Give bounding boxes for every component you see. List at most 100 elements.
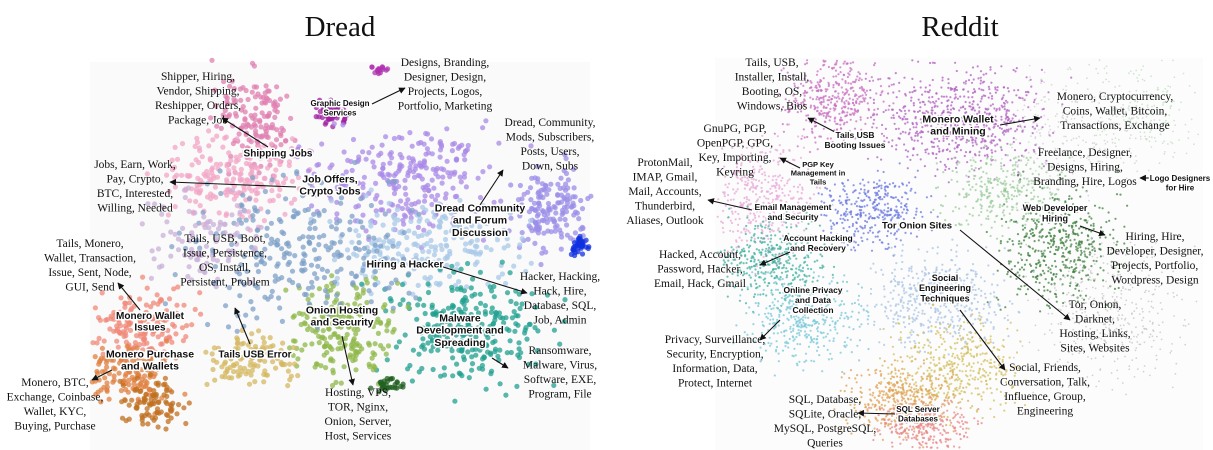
point (1055, 245, 1058, 248)
point (987, 177, 990, 180)
point (796, 145, 799, 148)
point (295, 282, 302, 289)
point (1042, 107, 1045, 110)
point (423, 130, 429, 137)
point (431, 259, 437, 265)
point (1077, 234, 1080, 237)
point (955, 86, 958, 89)
point (872, 181, 876, 184)
point (1119, 193, 1122, 196)
point (221, 361, 228, 367)
point (982, 89, 985, 92)
point (972, 177, 976, 180)
point (337, 340, 343, 346)
point (748, 199, 751, 202)
point (815, 73, 819, 76)
point (744, 230, 747, 233)
point (273, 167, 279, 173)
point (852, 191, 855, 194)
point (316, 340, 322, 346)
point (899, 215, 902, 218)
point (1032, 148, 1035, 152)
point (777, 195, 780, 199)
point (364, 280, 370, 286)
point (866, 238, 869, 241)
point (927, 100, 930, 103)
point (836, 212, 839, 215)
point (329, 273, 335, 279)
point (475, 325, 481, 331)
point (234, 203, 240, 209)
point (974, 139, 977, 142)
point (822, 127, 825, 130)
point (974, 141, 977, 144)
point (942, 137, 945, 140)
point (357, 343, 363, 349)
point (747, 229, 750, 232)
point (429, 201, 435, 208)
point (265, 209, 271, 215)
point (410, 347, 416, 353)
point (907, 109, 911, 112)
point (442, 236, 449, 243)
point (507, 270, 513, 276)
point (989, 177, 992, 180)
point (903, 109, 907, 112)
point (887, 242, 890, 246)
point (814, 124, 818, 128)
point (360, 181, 366, 187)
point (368, 223, 374, 229)
point (858, 95, 861, 98)
point (435, 192, 441, 198)
point (749, 212, 752, 215)
point (537, 192, 544, 199)
point (1090, 265, 1093, 268)
point (295, 356, 301, 362)
point (726, 186, 729, 189)
point (905, 212, 908, 215)
point (971, 66, 975, 69)
point (888, 85, 891, 88)
point (1004, 153, 1007, 157)
point (778, 174, 782, 177)
point (894, 196, 898, 199)
point (436, 201, 442, 207)
point (931, 61, 935, 64)
point (392, 178, 398, 184)
point (564, 232, 571, 238)
point (153, 394, 159, 400)
point (461, 311, 467, 317)
point (836, 100, 839, 103)
point (942, 139, 945, 142)
point (163, 426, 169, 432)
point (875, 126, 878, 129)
point (386, 318, 392, 324)
point (1092, 240, 1096, 243)
point (469, 238, 475, 244)
point (184, 172, 190, 179)
point (865, 72, 868, 75)
point (968, 101, 971, 104)
point (825, 90, 828, 93)
point (839, 123, 842, 126)
point (1050, 277, 1054, 280)
point (835, 82, 838, 85)
point (919, 211, 923, 214)
point (512, 328, 518, 334)
point (735, 190, 738, 193)
point (904, 149, 908, 152)
point (1070, 266, 1073, 269)
point (271, 100, 277, 106)
point (383, 285, 389, 292)
point (165, 327, 171, 334)
point (531, 200, 538, 206)
point (841, 78, 844, 81)
point (969, 150, 972, 153)
point (1040, 68, 1043, 71)
point (533, 220, 539, 226)
point (1047, 281, 1050, 284)
point (989, 192, 992, 195)
point (396, 168, 402, 174)
point (1035, 266, 1038, 269)
point (772, 159, 775, 162)
